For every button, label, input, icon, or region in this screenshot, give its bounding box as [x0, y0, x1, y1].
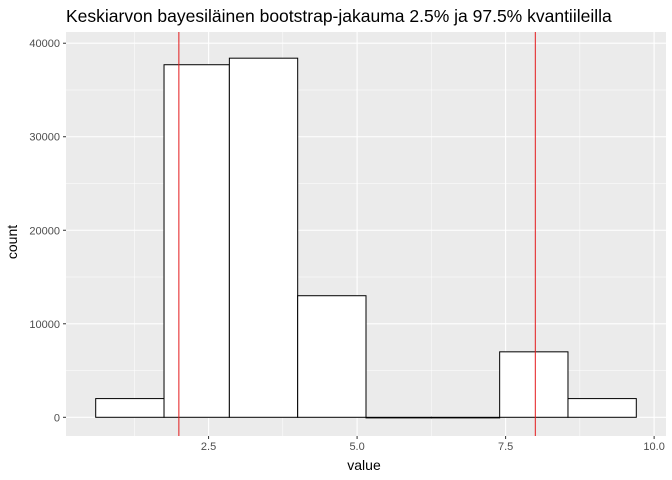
y-tick-label: 0 [54, 412, 60, 424]
x-tick-label: 2.5 [201, 441, 216, 453]
histogram-bar [567, 398, 637, 418]
y-tick-label: 40000 [29, 38, 60, 50]
x-tick-label: 7.5 [498, 441, 513, 453]
histogram-bar [499, 351, 569, 418]
histogram-bar [95, 398, 165, 418]
x-tick-label: 10.0 [643, 441, 664, 453]
histogram-bar [365, 416, 432, 419]
x-tick-label: 5.0 [349, 441, 364, 453]
histogram-bars [95, 57, 637, 419]
y-tick-label: 10000 [29, 319, 60, 331]
x-axis-title: value [347, 457, 381, 473]
chart-title: Keskiarvon bayesiläinen bootstrap-jakaum… [66, 6, 612, 26]
y-axis-title: count [4, 225, 20, 259]
axes: 2.5 5.0 7.5 10.0 0 10000 20000 30000 40000 [29, 38, 664, 453]
histogram-bar [430, 416, 501, 419]
y-tick-label: 30000 [29, 132, 60, 144]
histogram-bar [163, 64, 230, 418]
quantile-lines [178, 32, 536, 436]
histogram-bar [228, 57, 299, 418]
histogram-bar [297, 295, 367, 418]
y-tick-label: 20000 [29, 225, 60, 237]
